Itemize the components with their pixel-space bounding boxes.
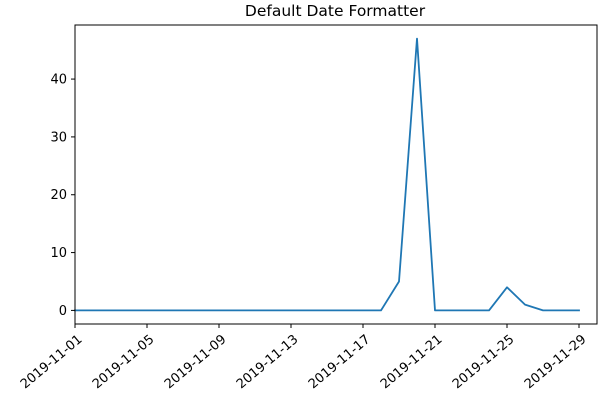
y-tick-label: 40	[50, 73, 67, 88]
x-tick-label: 2019-11-01	[18, 332, 86, 392]
series-line-0	[74, 37, 580, 312]
plot-frame	[74, 24, 598, 325]
x-tick-label: 2019-11-29	[522, 332, 590, 392]
y-tick-label: 0	[59, 304, 67, 319]
y-tick-label: 30	[50, 130, 67, 145]
x-tick-label: 2019-11-05	[90, 332, 158, 392]
y-tick-label: 20	[50, 188, 67, 203]
x-tick-label: 2019-11-21	[378, 332, 446, 392]
x-tick-label: 2019-11-09	[162, 332, 230, 392]
chart-title: Default Date Formatter	[245, 2, 426, 20]
x-tick-label: 2019-11-13	[234, 332, 302, 392]
x-tick-label: 2019-11-25	[450, 332, 518, 392]
x-tick-label: 2019-11-17	[306, 332, 374, 392]
y-tick-label: 10	[50, 246, 67, 261]
